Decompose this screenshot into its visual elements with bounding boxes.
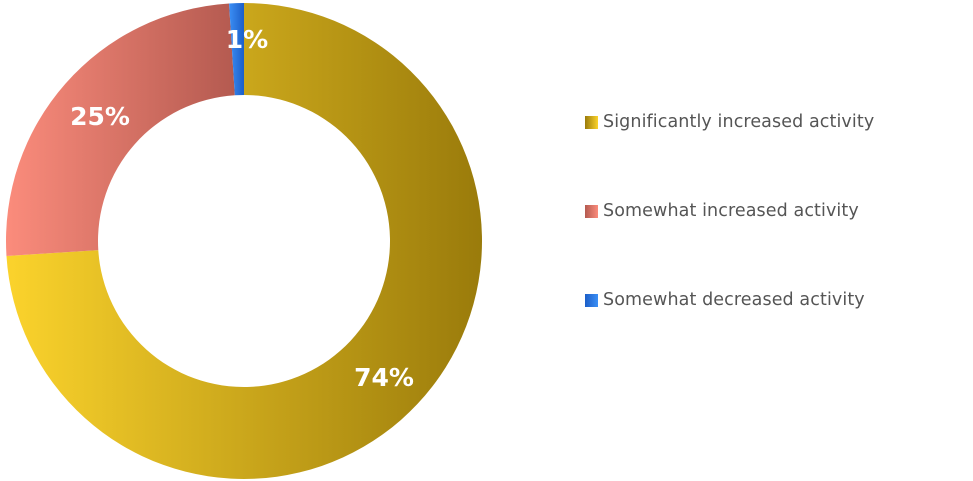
chart-legend: Significantly increased activity Somewha… — [585, 106, 874, 316]
donut-slices — [5, 3, 483, 479]
legend-item-somewhat-increased[interactable]: Somewhat increased activity — [585, 195, 874, 227]
donut-slice-significantly-increased[interactable] — [6, 3, 483, 479]
legend-label-significantly-increased: Significantly increased activity — [603, 112, 875, 132]
legend-swatch-somewhat-increased — [585, 204, 598, 218]
slice-label-somewhat-increased: 25% — [70, 102, 130, 131]
slice-label-somewhat-decreased: 1% — [226, 25, 268, 54]
slice-data-labels: 74% 25% 1% — [70, 25, 414, 392]
legend-swatch-somewhat-decreased — [585, 293, 598, 307]
legend-item-somewhat-decreased[interactable]: Somewhat decreased activity — [585, 284, 874, 316]
donut-slice-somewhat-increased[interactable] — [5, 3, 235, 256]
legend-label-somewhat-decreased: Somewhat decreased activity — [603, 290, 865, 310]
legend-label-somewhat-increased: Somewhat increased activity — [603, 201, 859, 221]
legend-item-significantly-increased[interactable]: Significantly increased activity — [585, 106, 874, 138]
donut-slice-somewhat-decreased[interactable] — [229, 3, 244, 96]
legend-swatch-significantly-increased — [585, 115, 598, 129]
slice-label-significantly-increased: 74% — [354, 363, 414, 392]
